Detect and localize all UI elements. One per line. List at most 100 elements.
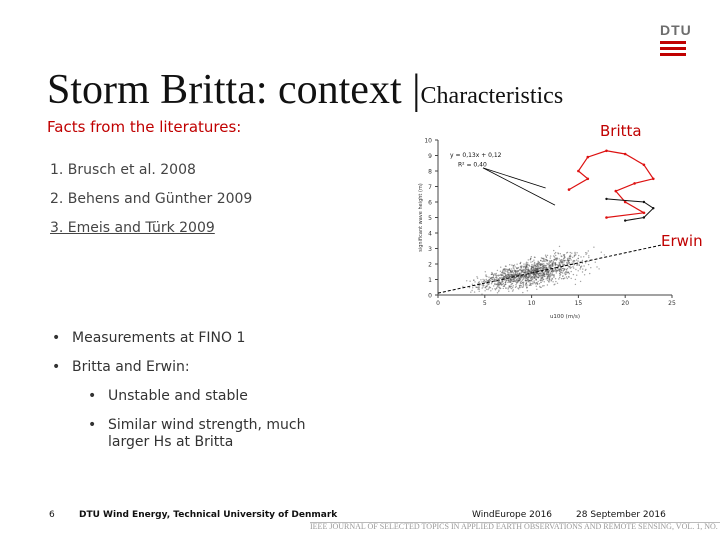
data-point [484, 286, 486, 289]
data-point [563, 254, 566, 256]
erwin-label: Erwin [661, 232, 703, 250]
data-point [499, 270, 502, 272]
data-point [547, 273, 550, 275]
data-point [531, 282, 533, 285]
data-point [556, 270, 558, 272]
data-point [498, 284, 501, 286]
data-point [535, 276, 537, 278]
data-point [520, 261, 522, 264]
data-point [531, 266, 533, 269]
y-tick-label: 1 [428, 277, 432, 284]
data-point [549, 255, 552, 257]
data-point [525, 268, 528, 270]
data-point [562, 275, 564, 277]
data-point [512, 265, 515, 267]
data-point [500, 283, 503, 285]
data-point [507, 287, 509, 289]
y-tick-label: 10 [424, 138, 432, 145]
data-point [544, 271, 546, 273]
data-point [582, 268, 584, 270]
data-point [530, 261, 532, 263]
data-point [562, 254, 565, 256]
data-point [520, 282, 523, 285]
data-point [512, 289, 514, 291]
plot-area: 0 1 2 3 4 5 6 7 8 9 10 0 5 10 15 20 25 u100 (m/s) signific… [418, 138, 676, 321]
data-point [480, 279, 482, 281]
erwin-point [642, 200, 646, 204]
x-tick-label: 0 [436, 300, 440, 307]
data-point [549, 272, 551, 275]
data-point [550, 270, 553, 273]
data-point [497, 278, 499, 280]
data-point [526, 286, 528, 288]
data-point [545, 278, 547, 280]
data-point [486, 280, 488, 282]
data-point [561, 272, 564, 274]
x-tick-label: 25 [668, 300, 676, 307]
erwin-track [606, 198, 655, 222]
data-point [575, 259, 578, 261]
data-point [542, 273, 544, 276]
logo-bar-3 [660, 53, 686, 56]
dtu-logo: DTU [660, 22, 691, 56]
equation-label: y = 0,13x + 0,12 [450, 152, 502, 159]
data-point [503, 270, 505, 272]
data-point [589, 272, 591, 275]
data-point [540, 259, 542, 262]
reference-item: 1. Brusch et al. 2008 [50, 162, 196, 178]
data-point [558, 258, 560, 260]
data-point [580, 256, 582, 258]
data-point [522, 284, 524, 286]
data-point [564, 268, 566, 270]
data-point [474, 281, 476, 283]
data-point [493, 285, 495, 287]
data-point [538, 270, 541, 272]
data-point [547, 277, 549, 279]
reference-link[interactable]: 3. Emeis and Türk 2009 [50, 220, 215, 236]
data-point [493, 273, 496, 275]
data-point [509, 272, 511, 274]
data-point [551, 264, 554, 266]
data-point [495, 273, 497, 275]
data-point [537, 262, 539, 264]
data-point [543, 264, 545, 267]
data-point [513, 278, 515, 280]
data-point [516, 274, 518, 276]
data-point [552, 265, 554, 267]
data-point [519, 279, 521, 282]
data-point [543, 281, 545, 283]
data-point [482, 278, 484, 281]
data-point [588, 260, 590, 263]
reference-item: 2. Behens and Günther 2009 [50, 191, 253, 207]
data-point [526, 279, 529, 281]
data-point [579, 268, 581, 270]
data-point [550, 274, 553, 276]
subbullet-text: Similar wind strength, much larger Hs at… [108, 417, 306, 450]
data-point [588, 255, 590, 257]
data-point [526, 276, 528, 278]
data-point [472, 287, 474, 289]
data-point [535, 274, 537, 276]
data-point [485, 288, 488, 290]
data-point [521, 281, 524, 284]
data-point [555, 254, 557, 257]
title-sub: Characteristics [420, 83, 564, 109]
britta-label: Britta [600, 122, 642, 140]
data-point [496, 292, 499, 294]
data-point [548, 276, 551, 278]
data-point [510, 283, 512, 286]
data-point [495, 287, 498, 290]
data-point [533, 277, 536, 279]
data-point [553, 255, 555, 257]
data-point [562, 267, 564, 270]
data-point [581, 271, 584, 273]
data-point [545, 256, 548, 259]
data-point [520, 265, 522, 267]
data-point [515, 281, 517, 284]
data-point [519, 278, 521, 281]
data-point [559, 276, 561, 279]
data-point [533, 282, 535, 284]
data-point [564, 256, 566, 259]
data-point [580, 266, 582, 269]
data-point [490, 290, 492, 292]
